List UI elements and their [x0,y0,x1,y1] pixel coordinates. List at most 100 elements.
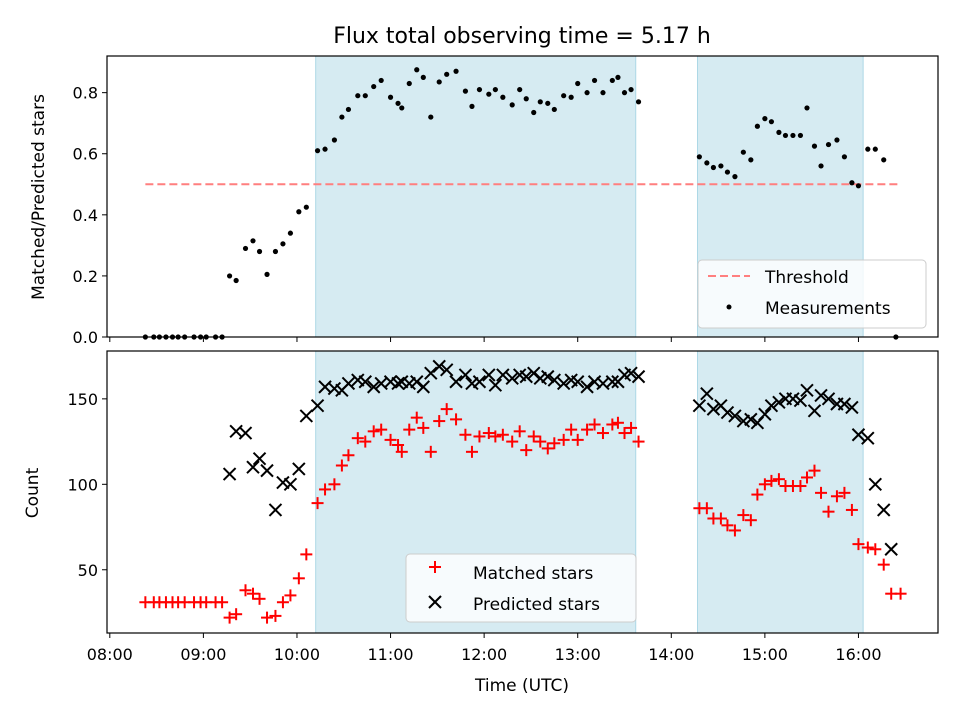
measurement-point [732,174,738,180]
bottom-y-tick-label: 50 [78,561,98,580]
measurement-point [517,86,523,93]
x-tick-label: 11:00 [367,645,413,664]
top-y-axis-label: Matched/Predicted stars [29,94,49,300]
measurement-point [710,164,717,171]
measurement-point [881,157,887,163]
predicted-star-point [299,409,314,423]
matched-star-point [246,587,259,600]
predicted-star-point [700,387,714,401]
measurement-point [754,123,760,129]
matched-star-point [830,490,843,503]
measurement-point [296,209,302,215]
measurement-point [621,90,628,96]
predicted-star-point [772,395,786,409]
matched-star-point [588,418,601,431]
measurement-point [331,137,338,143]
matched-star-point [520,444,533,457]
measurement-point [362,93,368,99]
predicted-star-point [556,376,571,391]
measurement-point [523,96,529,102]
predicted-star-point [246,460,260,474]
bottom-y-axis-label: Count [23,467,43,518]
matched-star-point [239,584,252,597]
bottom-legend: Matched stars Predicted stars [405,553,637,623]
predicted-star-point [472,375,487,389]
measurement-point [476,86,483,93]
measurement-point [718,163,724,169]
predicted-star-point [631,369,646,384]
measurement-point [696,154,702,160]
predicted-star-point [260,463,274,478]
measurement-point [537,99,543,105]
matched-star-point [403,423,416,436]
top-y-tick-label: 0.0 [73,328,98,347]
matched-star-point [869,543,882,556]
measurement-point [849,180,855,186]
matched-star-point [714,512,727,525]
predicted-star-point [728,409,742,423]
matched-star-point [489,430,502,443]
matched-star-point [473,430,486,443]
predicted-star-point [238,426,253,440]
predicted-star-point [845,400,859,415]
matched-star-point [838,486,851,499]
predicted-star-point [439,363,454,377]
measurement-point [256,248,263,255]
matched-star-point [424,445,437,458]
matched-star-point [367,425,380,438]
predicted-star-point [605,375,620,389]
measurement-point [724,169,731,175]
matched-star-point [527,430,540,443]
bottom-legend-box [405,553,637,623]
measurement-point [782,132,789,139]
measurement-point [509,102,515,108]
measurement-point [600,90,606,96]
top-y-tick-label: 0.6 [73,145,98,164]
matched-star-point [417,421,430,434]
measurement-point [609,77,615,84]
x-tick-label: 08:00 [87,645,133,664]
measurement-point [492,86,498,93]
matched-star-point [319,483,332,496]
matched-star-point [822,505,835,518]
measurement-point [551,106,557,113]
matched-star-point [359,435,372,448]
predicted-star-point [800,383,814,398]
legend-measurements-swatch [726,304,732,310]
matched-star-point [300,548,313,561]
measurement-point [250,238,256,244]
x-tick-label: 15:00 [742,645,788,664]
top-shaded-interval [315,56,636,337]
chart-title: Flux total observing time = 5.17 h [333,24,711,49]
matched-star-point [632,435,645,448]
predicted-star-point [458,368,473,382]
predicted-star-point [488,378,503,392]
x-tick-label: 09:00 [180,645,226,664]
matched-star-point [800,471,813,484]
x-tick-label: 13:00 [555,645,601,664]
measurement-point [531,109,537,116]
matched-star-point [571,433,584,446]
measurement-point [226,273,233,279]
predicted-star-point [341,376,356,391]
bottom-axes: 50 100 150 08:00 09:00 10:00 11:00 12:00 13:00 14… [67,350,939,664]
matched-star-point [433,415,446,428]
measurement-point [420,74,426,80]
measurement-point [486,91,492,97]
matched-star-point [877,558,890,571]
measurement-point [406,80,412,87]
predicted-star-point [252,451,267,466]
predicted-star-point [541,369,555,384]
matched-star-point [625,421,638,434]
predicted-star-point [527,366,541,380]
measurement-point [615,74,621,80]
matched-star-point [284,589,297,602]
matched-star-point [618,427,631,440]
predicted-star-point [580,380,594,394]
matched-star-point [765,474,778,487]
predicted-star-point [222,467,237,481]
measurement-point [436,79,442,85]
predicted-star-point [310,398,325,413]
matched-star-point [465,445,478,458]
matched-star-point [728,524,741,537]
